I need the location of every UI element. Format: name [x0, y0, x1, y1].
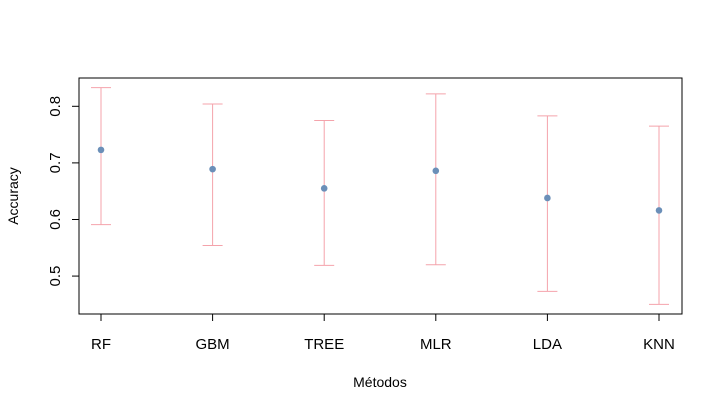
y-tick-label-2: 0.7	[47, 152, 64, 173]
y-axis-label: Accuracy	[5, 167, 21, 225]
x-tick-label-1: GBM	[196, 336, 230, 353]
x-axis: RF GBM TREE MLR LDA KNN	[91, 314, 675, 353]
y-tick-label-1: 0.6	[47, 209, 64, 230]
x-tick-label-4: LDA	[533, 336, 562, 353]
y-tick-label-3: 0.8	[47, 96, 64, 117]
data-point-1	[209, 165, 216, 173]
data-point-0	[97, 146, 105, 154]
x-tick-label-0: RF	[91, 336, 111, 353]
data-point-5	[655, 207, 663, 214]
y-tick-label-0: 0.5	[47, 266, 64, 287]
x-tick-label-5: KNN	[643, 336, 675, 353]
data-point-4	[544, 194, 551, 202]
y-axis: 0.5 0.6 0.7 0.8	[47, 96, 79, 287]
plot-frame	[78, 77, 683, 315]
data-points	[97, 146, 663, 214]
x-tick-label-3: MLR	[420, 336, 452, 353]
data-point-3	[432, 167, 440, 175]
x-axis-label: Métodos	[353, 374, 407, 390]
error-bars	[91, 87, 669, 305]
data-point-2	[320, 185, 328, 192]
x-tick-label-2: TREE	[304, 336, 344, 353]
